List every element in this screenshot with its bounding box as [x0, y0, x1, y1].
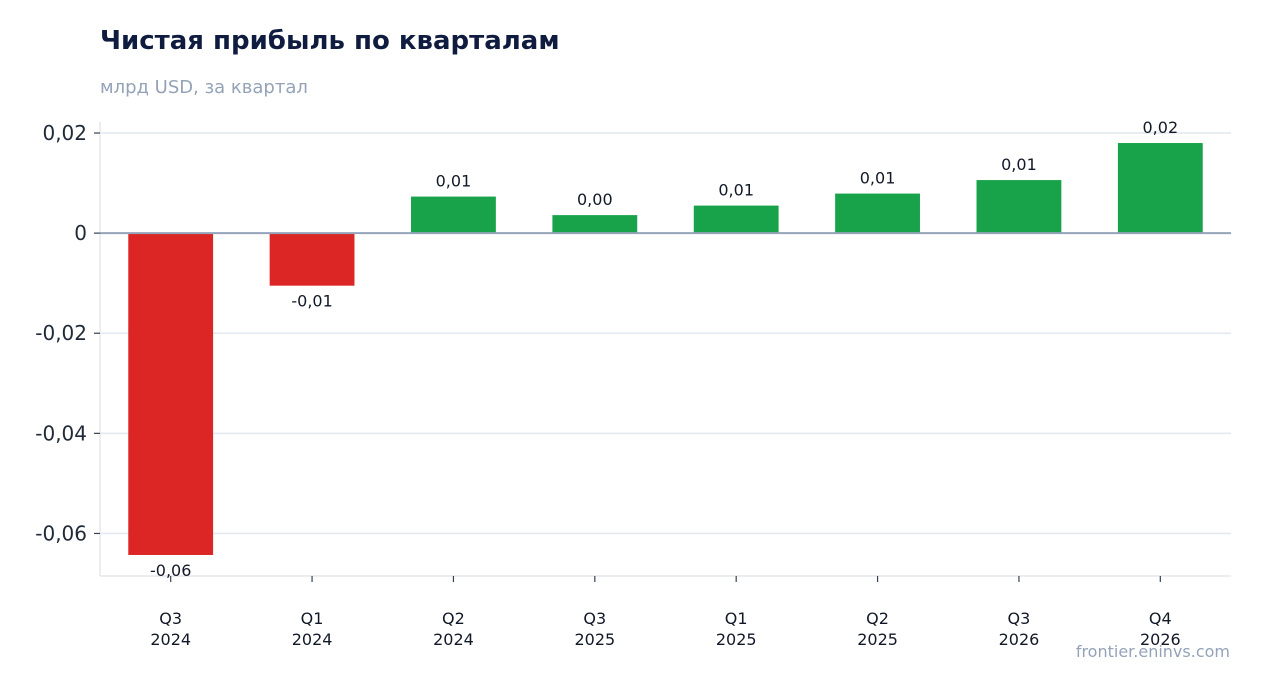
source-note: frontier.eninvs.com — [1075, 642, 1230, 661]
x-tick-label: 2024 — [292, 630, 333, 649]
bar — [976, 180, 1062, 234]
y-tick-label: -0,02 — [35, 321, 87, 345]
data-label: -0,06 — [150, 561, 191, 580]
data-label: 0,01 — [718, 181, 754, 200]
bar — [269, 233, 355, 286]
x-tick-label: 2026 — [999, 630, 1040, 649]
data-label: 0,01 — [436, 172, 472, 191]
x-tick-label: Q2 — [866, 609, 889, 628]
data-label: -0,01 — [291, 292, 332, 311]
bar — [552, 215, 638, 234]
bar — [411, 196, 496, 234]
x-tick-label: Q3 — [1008, 609, 1031, 628]
bar — [1117, 143, 1203, 234]
chart-title: Чистая прибыль по кварталам — [100, 26, 560, 56]
x-tick-label: 2025 — [574, 630, 615, 649]
y-tick-label: 0,02 — [42, 121, 87, 145]
x-tick-label: 2025 — [716, 630, 757, 649]
data-label: 0,02 — [1143, 118, 1179, 137]
x-tick-label: Q3 — [583, 609, 606, 628]
data-label: 0,01 — [1001, 155, 1037, 174]
x-tick-label: Q3 — [159, 609, 182, 628]
x-tick-label: 2026 — [1140, 630, 1181, 649]
bar — [128, 233, 214, 555]
data-label: 0,01 — [860, 169, 896, 188]
y-tick-label: 0 — [74, 221, 87, 245]
chart-subtitle: млрд USD, за квартал — [100, 77, 308, 98]
bar — [693, 205, 779, 234]
x-tick-label: Q1 — [301, 609, 324, 628]
x-tick-label: 2024 — [150, 630, 191, 649]
x-tick-label: Q2 — [442, 609, 465, 628]
x-tick-label: 2024 — [433, 630, 474, 649]
x-tick-label: Q4 — [1149, 609, 1172, 628]
y-tick-label: -0,06 — [35, 521, 87, 545]
data-label: 0,00 — [577, 190, 613, 209]
bar — [835, 193, 920, 234]
x-tick-label: 2025 — [857, 630, 898, 649]
x-tick-label: Q1 — [725, 609, 748, 628]
y-tick-label: -0,04 — [35, 421, 87, 445]
